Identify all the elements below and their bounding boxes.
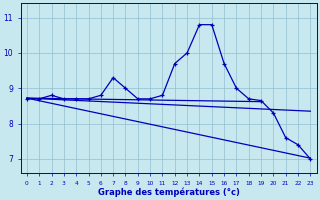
X-axis label: Graphe des températures (°c): Graphe des températures (°c) [98, 187, 240, 197]
